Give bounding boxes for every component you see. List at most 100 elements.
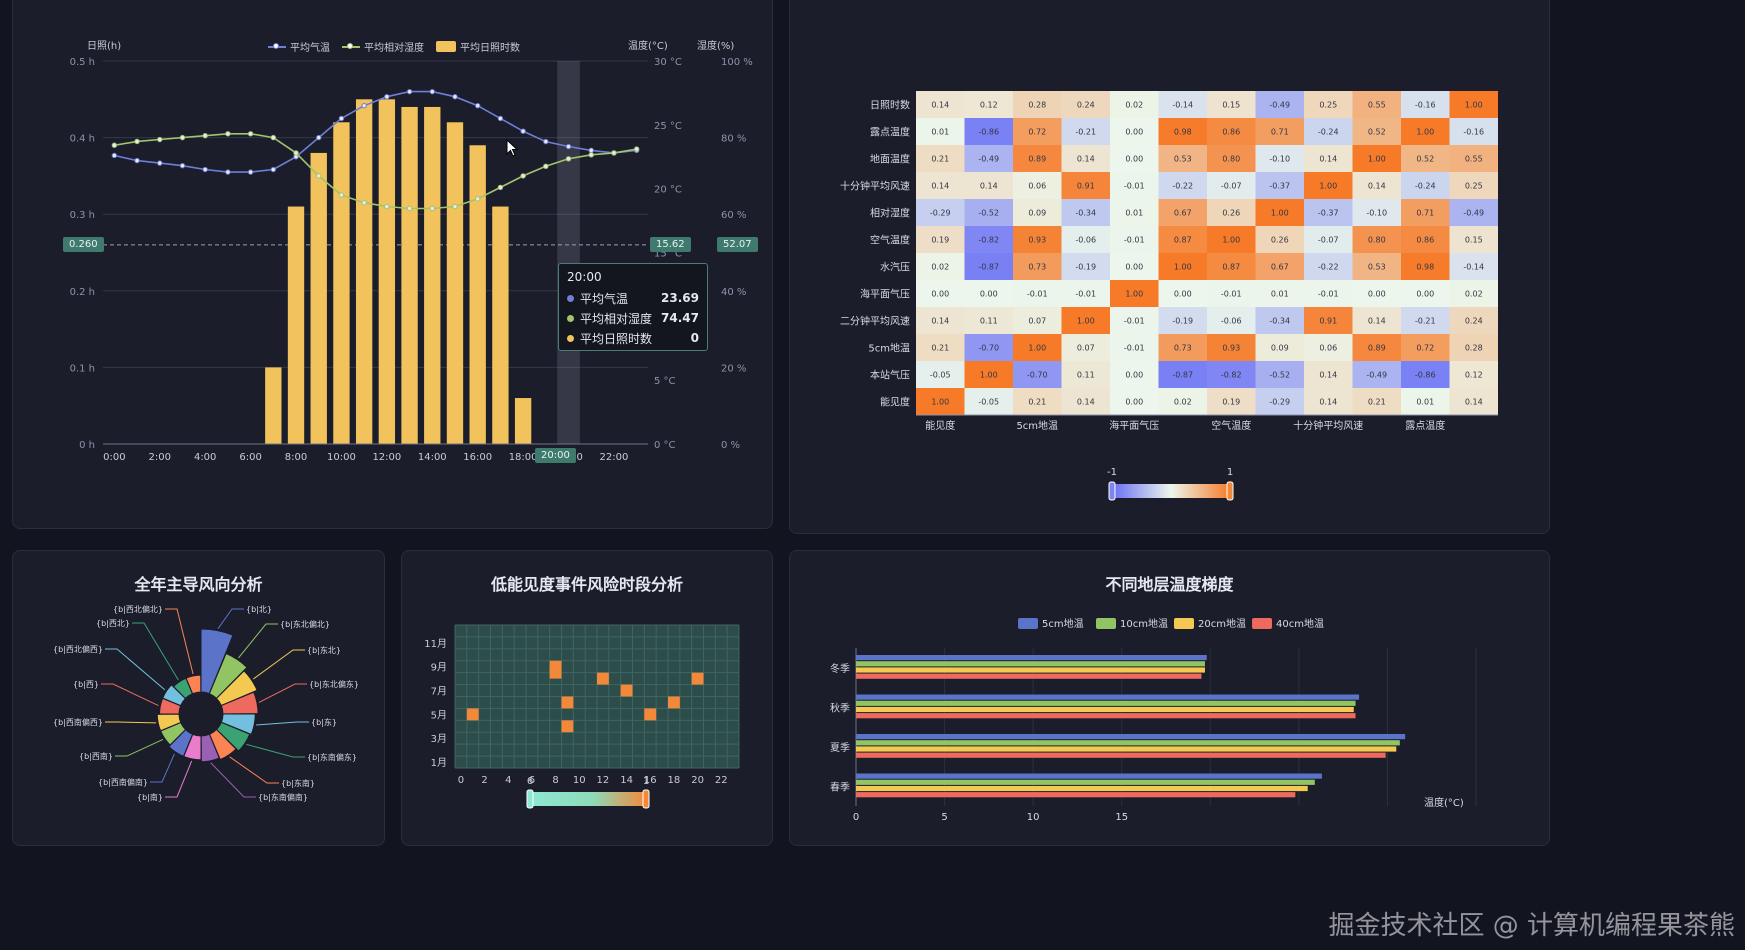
legend-item-sunshine[interactable]: 平均日照时数 — [436, 39, 520, 54]
heatmap-cell — [1304, 253, 1353, 280]
temp-point — [134, 157, 140, 164]
category-label: 夏季 — [830, 742, 850, 754]
row-label: 水汽压 — [880, 261, 910, 274]
heatmap-cell — [1255, 172, 1304, 199]
y-tick-temp: 30 °C — [654, 57, 682, 68]
cell-value: 0.01 — [1125, 209, 1143, 218]
legend-line-icon — [268, 42, 286, 49]
label-leader-line — [101, 683, 159, 706]
crosshair-band — [557, 61, 580, 444]
heatmap-cell — [1110, 307, 1159, 334]
risk-cell — [620, 684, 633, 697]
cell-value: -0.29 — [930, 209, 951, 218]
temperature-bar — [856, 779, 1315, 785]
correlation-heatmap-panel: 日照时数 0.14 0.12 0.28 0.24 0.02 -0.14 0.15 -0.49 0.… — [789, 0, 1550, 534]
cell-value: 0.80 — [1222, 155, 1240, 164]
main-chart-panel: 0 h 0.1 h 0.2 h 0.3 h 0.4 h 0.5 h 0 °C 5 °C 15 °… — [12, 0, 773, 529]
x-tick: 16:00 — [463, 452, 492, 463]
cell-value: 0.53 — [1174, 155, 1192, 164]
cell-value: 0.21 — [1368, 398, 1386, 407]
temperature-bar — [856, 667, 1205, 673]
cell-value: -0.87 — [978, 263, 999, 272]
heatmap-cell — [1304, 307, 1353, 334]
crosshair-label-left: 0.260 — [63, 237, 104, 252]
heatmap-cell — [1352, 361, 1401, 388]
temperature-bar — [856, 713, 1356, 719]
humidity-point — [316, 173, 322, 179]
wind-sector — [168, 728, 194, 757]
cell-value: 0.09 — [1028, 209, 1046, 218]
row-label: 5cm地温 — [868, 342, 910, 355]
heatmap-cell — [964, 334, 1013, 361]
heatmap-cell — [1401, 226, 1450, 253]
risk-cell — [561, 720, 574, 733]
cell-value: 0.14 — [1465, 398, 1483, 407]
cell-value: 0.00 — [980, 290, 998, 299]
heatmap-cell — [1304, 226, 1353, 253]
cell-value: 0.71 — [1271, 128, 1289, 137]
heatmap-cell — [1207, 307, 1256, 334]
col-label: 5cm地温 — [1016, 419, 1058, 432]
legend-label: 10cm地温 — [1120, 617, 1168, 630]
cell-value: -0.10 — [1269, 155, 1290, 164]
legend-item-humidity[interactable]: 平均相对湿度 — [342, 39, 424, 54]
cell-value: 0.28 — [1028, 101, 1046, 110]
cell-value: 0.06 — [1028, 182, 1046, 191]
risk-cell — [561, 696, 574, 709]
x-axis-label: 温度(°C) — [1424, 796, 1464, 809]
heatmap-cell — [1255, 118, 1304, 145]
cell-value: 1.00 — [1465, 101, 1483, 110]
humidity-point — [338, 192, 345, 198]
panel-title: 不同地层温度梯度 — [1105, 575, 1234, 594]
humidity-point — [497, 184, 504, 191]
heatmap-cell — [964, 172, 1013, 199]
heatmap-cell — [1207, 91, 1256, 118]
temp-point — [497, 115, 504, 122]
legend-item-temp[interactable]: 平均气温 — [268, 39, 330, 54]
heatmap-cell — [1158, 334, 1207, 361]
correlation-heatmap[interactable]: 日照时数 0.14 0.12 0.28 0.24 0.02 -0.14 0.15 -0.49 0.… — [790, 0, 1551, 535]
y-tick-humidity: 0 % — [721, 440, 740, 451]
x-tick: 6:00 — [239, 452, 261, 463]
visual-map-bar — [530, 792, 646, 806]
humidity-point — [384, 203, 390, 210]
temp-point — [474, 102, 481, 109]
heatmap-cell — [1013, 307, 1062, 334]
heatmap-cell — [916, 145, 965, 172]
hourly-weather-chart[interactable]: 0 h 0.1 h 0.2 h 0.3 h 0.4 h 0.5 h 0 °C 5 °C 15 °… — [13, 0, 774, 530]
sunshine-bar — [492, 206, 509, 444]
heatmap-cell — [1449, 334, 1498, 361]
humidity-point — [111, 142, 118, 148]
cell-value: 0.21 — [931, 344, 949, 353]
wind-direction-label: {b|西南偏西} — [53, 717, 103, 727]
heatmap-cell — [1449, 118, 1498, 145]
heatmap-cell — [1158, 361, 1207, 388]
wind-sector — [185, 674, 202, 695]
cell-value: -0.07 — [1221, 182, 1242, 191]
y-tick-humidity: 40 % — [721, 287, 746, 298]
heatmap-cell — [1061, 226, 1110, 253]
wind-direction-label: {b|东南偏东} — [307, 752, 357, 762]
cell-value: 1.00 — [1028, 344, 1046, 353]
cell-value: 1.00 — [1174, 263, 1192, 272]
cell-value: -0.14 — [1463, 263, 1484, 272]
watermark: 掘金技术社区 @ 计算机编程果茶熊 — [1328, 911, 1735, 941]
temperature-bar — [856, 752, 1386, 758]
cell-value: 0.55 — [1465, 155, 1483, 164]
legend-label: 平均气温 — [290, 43, 330, 54]
temp-point — [588, 147, 594, 154]
wind-rose-chart[interactable]: {b|北} {b|东北偏北} {b|东北} {b|东北偏东} {b|东} {b|东南偏东}… — [13, 551, 386, 847]
heatmap-cell — [964, 91, 1013, 118]
humidity-point — [157, 136, 163, 143]
legend-swatch — [1018, 618, 1038, 629]
y-tick: 11月 — [424, 638, 447, 650]
heatmap-cell — [1013, 253, 1062, 280]
x-tick: 14 — [620, 775, 633, 786]
col-label: 能见度 — [925, 419, 955, 432]
heatmap-cell — [916, 361, 965, 388]
label-leader-line — [165, 608, 194, 675]
temperature-bar — [856, 734, 1406, 740]
temp-point — [157, 160, 163, 166]
